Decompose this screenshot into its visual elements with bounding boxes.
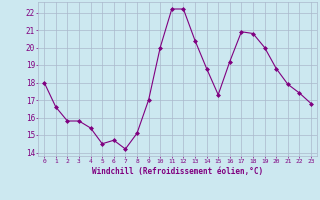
X-axis label: Windchill (Refroidissement éolien,°C): Windchill (Refroidissement éolien,°C) bbox=[92, 167, 263, 176]
